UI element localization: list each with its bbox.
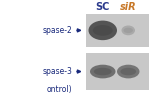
Ellipse shape	[117, 65, 140, 78]
Text: SC: SC	[96, 2, 110, 12]
Ellipse shape	[120, 68, 136, 75]
Text: ontrol): ontrol)	[47, 85, 73, 94]
Ellipse shape	[94, 68, 112, 75]
Bar	[86, 14, 149, 47]
Ellipse shape	[122, 25, 135, 35]
Text: spase-2: spase-2	[43, 26, 73, 35]
Bar	[86, 53, 149, 90]
Ellipse shape	[124, 28, 133, 33]
Text: siR: siR	[120, 2, 136, 12]
Ellipse shape	[88, 21, 117, 40]
Ellipse shape	[93, 25, 113, 36]
Ellipse shape	[90, 65, 116, 78]
Text: spase-3: spase-3	[43, 67, 73, 76]
